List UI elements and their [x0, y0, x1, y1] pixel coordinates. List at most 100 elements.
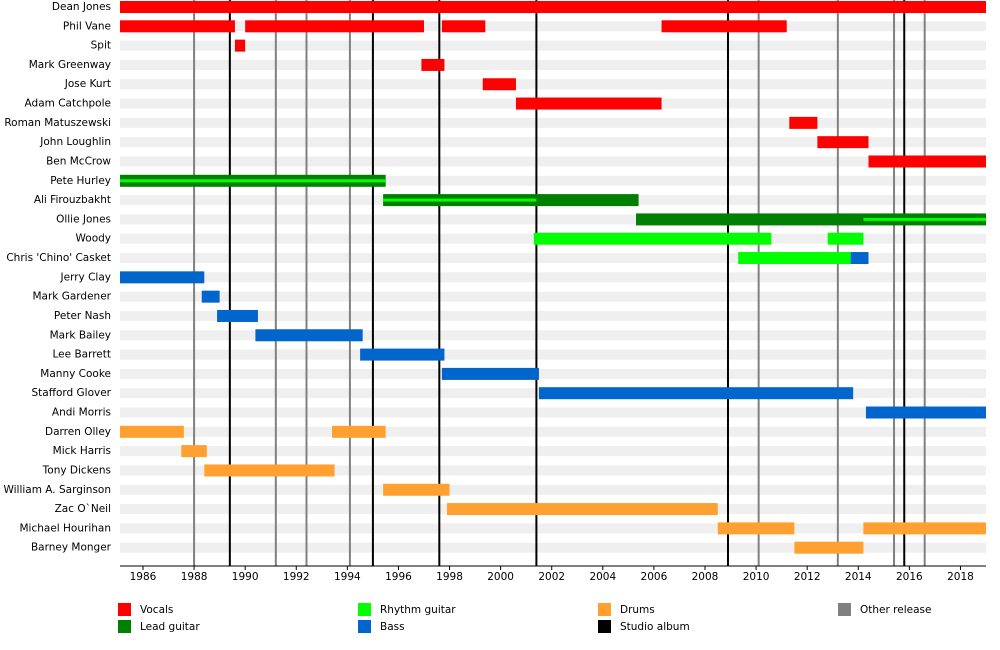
x-tick-label: 1986: [130, 571, 157, 583]
legend-label: Drums: [620, 604, 655, 616]
row-stripe: [120, 79, 986, 90]
legend-label: Bass: [380, 621, 405, 633]
tenure-bar: [850, 252, 869, 265]
member-label: Roman Matuszewski: [4, 117, 111, 129]
row-stripe: [120, 465, 986, 476]
tenure-bar: [383, 483, 450, 496]
tenure-bar: [204, 464, 335, 477]
tenure-bar: [538, 387, 854, 400]
row-stripe: [120, 272, 986, 283]
x-tick-label: 2000: [487, 571, 514, 583]
tenure-bar: [421, 58, 445, 71]
x-tick-label: 2006: [641, 571, 668, 583]
row-stripe: [120, 407, 986, 418]
row-stripe: [120, 40, 986, 51]
tenure-bar: [789, 116, 818, 129]
member-label: Zac O`Neil: [55, 503, 111, 515]
member-label: Barney Monger: [31, 542, 112, 554]
member-label: Jose Kurt: [64, 78, 111, 90]
row-stripe: [120, 175, 986, 186]
tenure-bar: [482, 78, 516, 91]
tenure-bar: [217, 309, 258, 322]
legend-label: Other release: [860, 604, 931, 616]
x-tick-label: 2004: [589, 571, 616, 583]
row-stripe: [120, 484, 986, 495]
legend-swatch: [838, 603, 851, 616]
x-tick-label: 1996: [385, 571, 412, 583]
row-stripe: [120, 349, 986, 360]
x-tick-label: 2016: [896, 571, 923, 583]
member-label: John Loughlin: [39, 136, 111, 148]
member-label: Dean Jones: [52, 1, 111, 13]
tenure-bar: [533, 232, 772, 245]
tenure-bar: [255, 329, 363, 342]
row-stripe: [120, 117, 986, 128]
member-label: Ben McCrow: [46, 155, 111, 167]
row-stripe: [120, 137, 986, 148]
row-stripe: [120, 368, 986, 379]
tenure-bar: [201, 290, 220, 303]
tenure-bar: [383, 198, 537, 202]
legend-label: Rhythm guitar: [380, 604, 456, 616]
member-label: Michael Hourihan: [19, 522, 111, 534]
tenure-bar: [868, 155, 986, 168]
member-label: Spit: [91, 40, 111, 52]
x-tick-label: 2012: [794, 571, 821, 583]
legend-swatch: [118, 603, 131, 616]
tenure-bar: [717, 522, 795, 535]
member-label: Mick Harris: [53, 445, 111, 457]
member-label: Jerry Clay: [60, 271, 111, 283]
tenure-bar: [441, 367, 539, 380]
row-stripe: [120, 542, 986, 553]
x-tick-label: 2014: [845, 571, 872, 583]
tenure-bar: [865, 406, 986, 419]
member-label: Woody: [76, 233, 112, 245]
member-label: Manny Cooke: [40, 368, 111, 380]
member-label: Pete Hurley: [50, 175, 111, 187]
row-stripe: [120, 426, 986, 437]
member-label: Tony Dickens: [42, 464, 111, 476]
x-tick-label: 1998: [436, 571, 463, 583]
tenure-bar: [245, 20, 424, 33]
legend-swatch: [358, 620, 371, 633]
member-label: Darren Olley: [45, 426, 111, 438]
member-label: Mark Gardener: [33, 291, 112, 303]
tenure-bar: [863, 522, 986, 535]
member-label: Ali Firouzbakht: [34, 194, 111, 206]
member-label: Adam Catchpole: [25, 98, 111, 110]
legend-label: Vocals: [140, 604, 173, 616]
tenure-bar: [515, 97, 662, 110]
row-stripe: [120, 59, 986, 70]
member-label: Ollie Jones: [56, 213, 111, 225]
row-stripe: [120, 310, 986, 321]
tenure-bar: [636, 213, 986, 226]
member-label: Mark Greenway: [29, 59, 111, 71]
tenure-bar: [120, 179, 386, 183]
x-tick-label: 2018: [947, 571, 974, 583]
tenure-bar: [794, 541, 864, 554]
row-stripe: [120, 156, 986, 167]
tenure-bar: [120, 425, 184, 438]
row-stripe: [120, 253, 986, 264]
tenure-bar: [738, 252, 851, 265]
tenure-bar: [360, 348, 445, 361]
tenure-bar: [181, 445, 207, 458]
tenure-bar: [332, 425, 386, 438]
legend-swatch: [598, 603, 611, 616]
x-tick-label: 2010: [743, 571, 770, 583]
tenure-bar: [817, 136, 869, 149]
row-stripe: [120, 523, 986, 534]
member-label: Lee Barrett: [53, 349, 111, 361]
tenure-bar: [661, 20, 787, 33]
row-stripe: [120, 214, 986, 225]
x-tick-label: 2002: [538, 571, 565, 583]
row-stripe: [120, 21, 986, 32]
legend-label: Lead guitar: [140, 621, 200, 633]
tenure-bar: [446, 503, 718, 516]
row-stripe: [120, 446, 986, 457]
member-label: William A. Sarginson: [3, 484, 111, 496]
legend-swatch: [118, 620, 131, 633]
legend-label: Studio album: [620, 621, 690, 633]
tenure-bar: [120, 1, 986, 13]
member-label: Mark Bailey: [50, 329, 111, 341]
